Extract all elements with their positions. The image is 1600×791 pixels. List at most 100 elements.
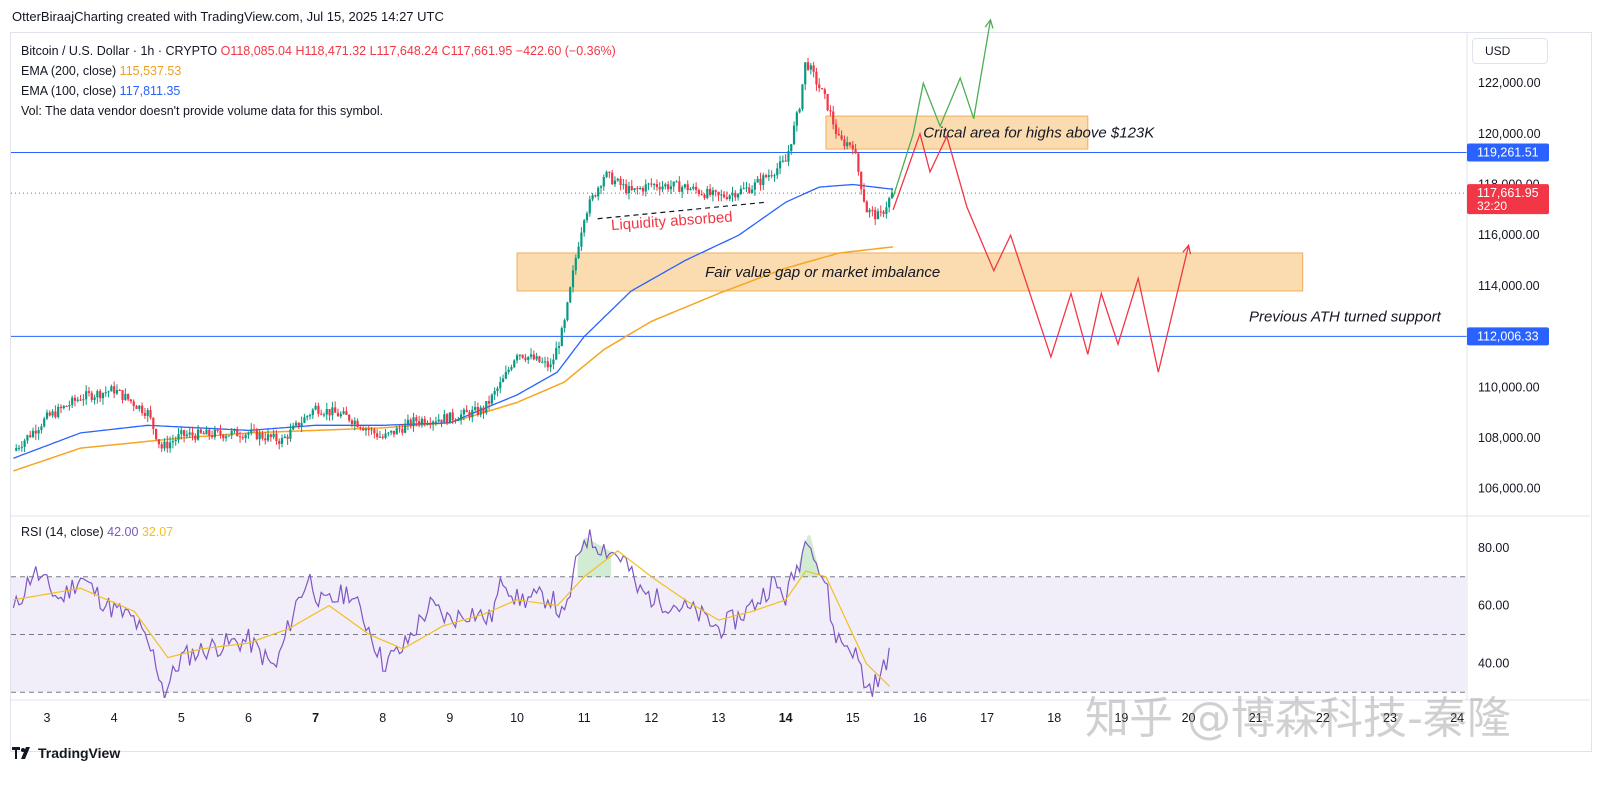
ohlc-values: O118,085.04 H118,471.32 L117,648.24 C117… (220, 44, 616, 58)
x-tick-label: 8 (379, 711, 386, 725)
candle-body (748, 187, 751, 193)
ema100-label[interactable]: EMA (100, close) (21, 84, 117, 98)
tradingview-logo[interactable]: TradingView (12, 745, 120, 761)
candle-body (594, 195, 597, 197)
price-axis-label: 119,261.51 (1477, 146, 1539, 160)
ema200-label[interactable]: EMA (200, close) (21, 64, 117, 78)
chart-frame (10, 32, 1592, 752)
candle-body (289, 429, 292, 439)
candle-body (141, 405, 144, 413)
candle-body (300, 422, 303, 427)
candle-body (739, 188, 742, 194)
candle-body (138, 405, 141, 409)
x-tick-label: 17 (980, 711, 994, 725)
candle-body (65, 405, 68, 407)
candle-body (320, 413, 323, 415)
candle-body (272, 433, 275, 438)
tradingview-brand: TradingView (38, 745, 121, 761)
candle-body (429, 423, 432, 425)
candle-body (451, 412, 454, 420)
countdown-label: 32:20 (1477, 199, 1507, 213)
candle-body (795, 112, 798, 126)
currency-button[interactable]: USD (1472, 38, 1548, 64)
y-tick-label: 108,000.00 (1478, 431, 1541, 445)
candle-body (160, 444, 163, 449)
candle-body (342, 411, 345, 414)
candle-body (619, 178, 622, 186)
candle-body (194, 435, 197, 440)
candle-body (185, 434, 188, 436)
candle-body (837, 133, 840, 136)
candle-body (177, 434, 180, 440)
candle-body (552, 359, 555, 365)
watermark: 知乎 @博森科技-秦隆 (1085, 693, 1511, 744)
rsi-label[interactable]: RSI (14, close) (21, 525, 104, 539)
candle-body (367, 428, 370, 430)
x-tick-label: 9 (446, 711, 453, 725)
rsi-value: 42.00 (107, 525, 139, 539)
candle-body (266, 434, 270, 441)
candle-body (874, 210, 877, 220)
candle-body (71, 397, 74, 406)
candle-body (644, 184, 647, 192)
candle-body (885, 207, 888, 214)
candle-body (230, 430, 233, 436)
candle-body (448, 412, 451, 424)
candle-body (639, 188, 642, 190)
bearish-projection-path (892, 131, 1190, 373)
candle-body (76, 399, 79, 401)
candle-body (499, 382, 502, 389)
candle-body (773, 175, 776, 177)
candle-body (787, 151, 790, 162)
symbol-label[interactable]: Bitcoin / U.S. Dollar · 1h · CRYPTO (21, 44, 218, 58)
candle-body (812, 65, 815, 72)
candle-body (432, 421, 435, 425)
candle-body (728, 195, 731, 199)
x-tick-label: 22 (1316, 711, 1330, 725)
candle-body (759, 178, 762, 185)
chart-credit: OtterBiraajCharting created with Trading… (12, 9, 444, 24)
x-tick-label: 23 (1383, 711, 1397, 725)
candle-body (43, 418, 46, 427)
candle-body (846, 142, 849, 147)
candle-body (328, 409, 331, 416)
x-tick-label: 19 (1114, 711, 1128, 725)
candle-body (798, 109, 801, 113)
candle-body (236, 429, 239, 437)
candle-body (591, 195, 594, 200)
candle-body (364, 428, 368, 431)
candle-body (110, 386, 113, 392)
candle-body (356, 420, 359, 428)
candle-body (85, 391, 88, 400)
candle-body (731, 192, 734, 196)
candle-body (101, 392, 105, 399)
candle-body (790, 144, 793, 152)
candle-body (689, 188, 692, 191)
candle-body (353, 420, 356, 425)
candle-body (879, 211, 882, 213)
candle-body (493, 391, 496, 395)
candle-body (860, 171, 863, 190)
rsi-legend: RSI (14, close) 42.00 32.07 (21, 525, 173, 539)
candle-body (261, 433, 264, 439)
candle-body (48, 412, 51, 416)
candle-body (308, 415, 312, 417)
candle-body (31, 430, 35, 437)
candle-body (834, 124, 838, 134)
candle-body (406, 419, 410, 425)
candle-body (608, 171, 611, 173)
candle-body (202, 432, 205, 435)
y-tick-label: 120,000.00 (1478, 127, 1541, 141)
y-tick-label: 110,000.00 (1478, 380, 1540, 394)
candle-body (465, 409, 468, 413)
candle-body (269, 434, 272, 438)
candle-body (521, 354, 524, 358)
candle-body (73, 397, 77, 401)
candle-body (437, 419, 440, 422)
candle-body (599, 186, 603, 188)
candle-body (387, 432, 390, 434)
candle-body (588, 199, 591, 214)
candle-body (121, 390, 124, 400)
candle-body (208, 429, 211, 436)
